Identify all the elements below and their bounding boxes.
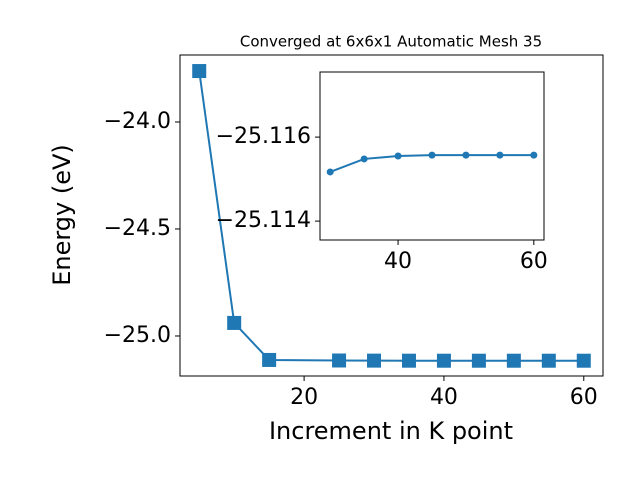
x-axis-label: Increment in K point xyxy=(269,417,513,445)
y-tick-label: −25.0 xyxy=(104,323,171,348)
data-point xyxy=(471,353,486,368)
y-tick-label: −25.116 xyxy=(216,124,311,149)
data-point xyxy=(496,151,504,159)
x-tick-label: 60 xyxy=(570,385,598,410)
data-point xyxy=(541,353,556,368)
y-tick-label: −24.0 xyxy=(104,109,171,134)
data-point xyxy=(401,353,416,368)
x-tick-label: 40 xyxy=(430,385,458,410)
y-tick-label: −24.5 xyxy=(104,216,171,241)
y-axis-label: Energy (eV) xyxy=(48,144,76,286)
y-tick-label: −25.114 xyxy=(216,208,311,233)
data-point xyxy=(462,151,470,159)
data-point xyxy=(394,152,402,160)
x-tick-label: 60 xyxy=(520,249,548,274)
data-point xyxy=(227,315,242,330)
data-point xyxy=(367,353,382,368)
x-tick-label: 40 xyxy=(384,249,412,274)
data-point xyxy=(506,353,521,368)
data-point xyxy=(436,353,451,368)
data-point xyxy=(360,155,368,163)
chart-title: Converged at 6x6x1 Automatic Mesh 35 xyxy=(240,33,542,51)
data-point xyxy=(332,353,347,368)
data-point xyxy=(326,168,334,176)
data-point xyxy=(576,353,591,368)
data-point xyxy=(262,352,277,367)
data-point xyxy=(530,151,538,159)
data-point xyxy=(192,64,207,79)
data-point xyxy=(428,151,436,159)
x-tick-label: 20 xyxy=(290,385,318,410)
